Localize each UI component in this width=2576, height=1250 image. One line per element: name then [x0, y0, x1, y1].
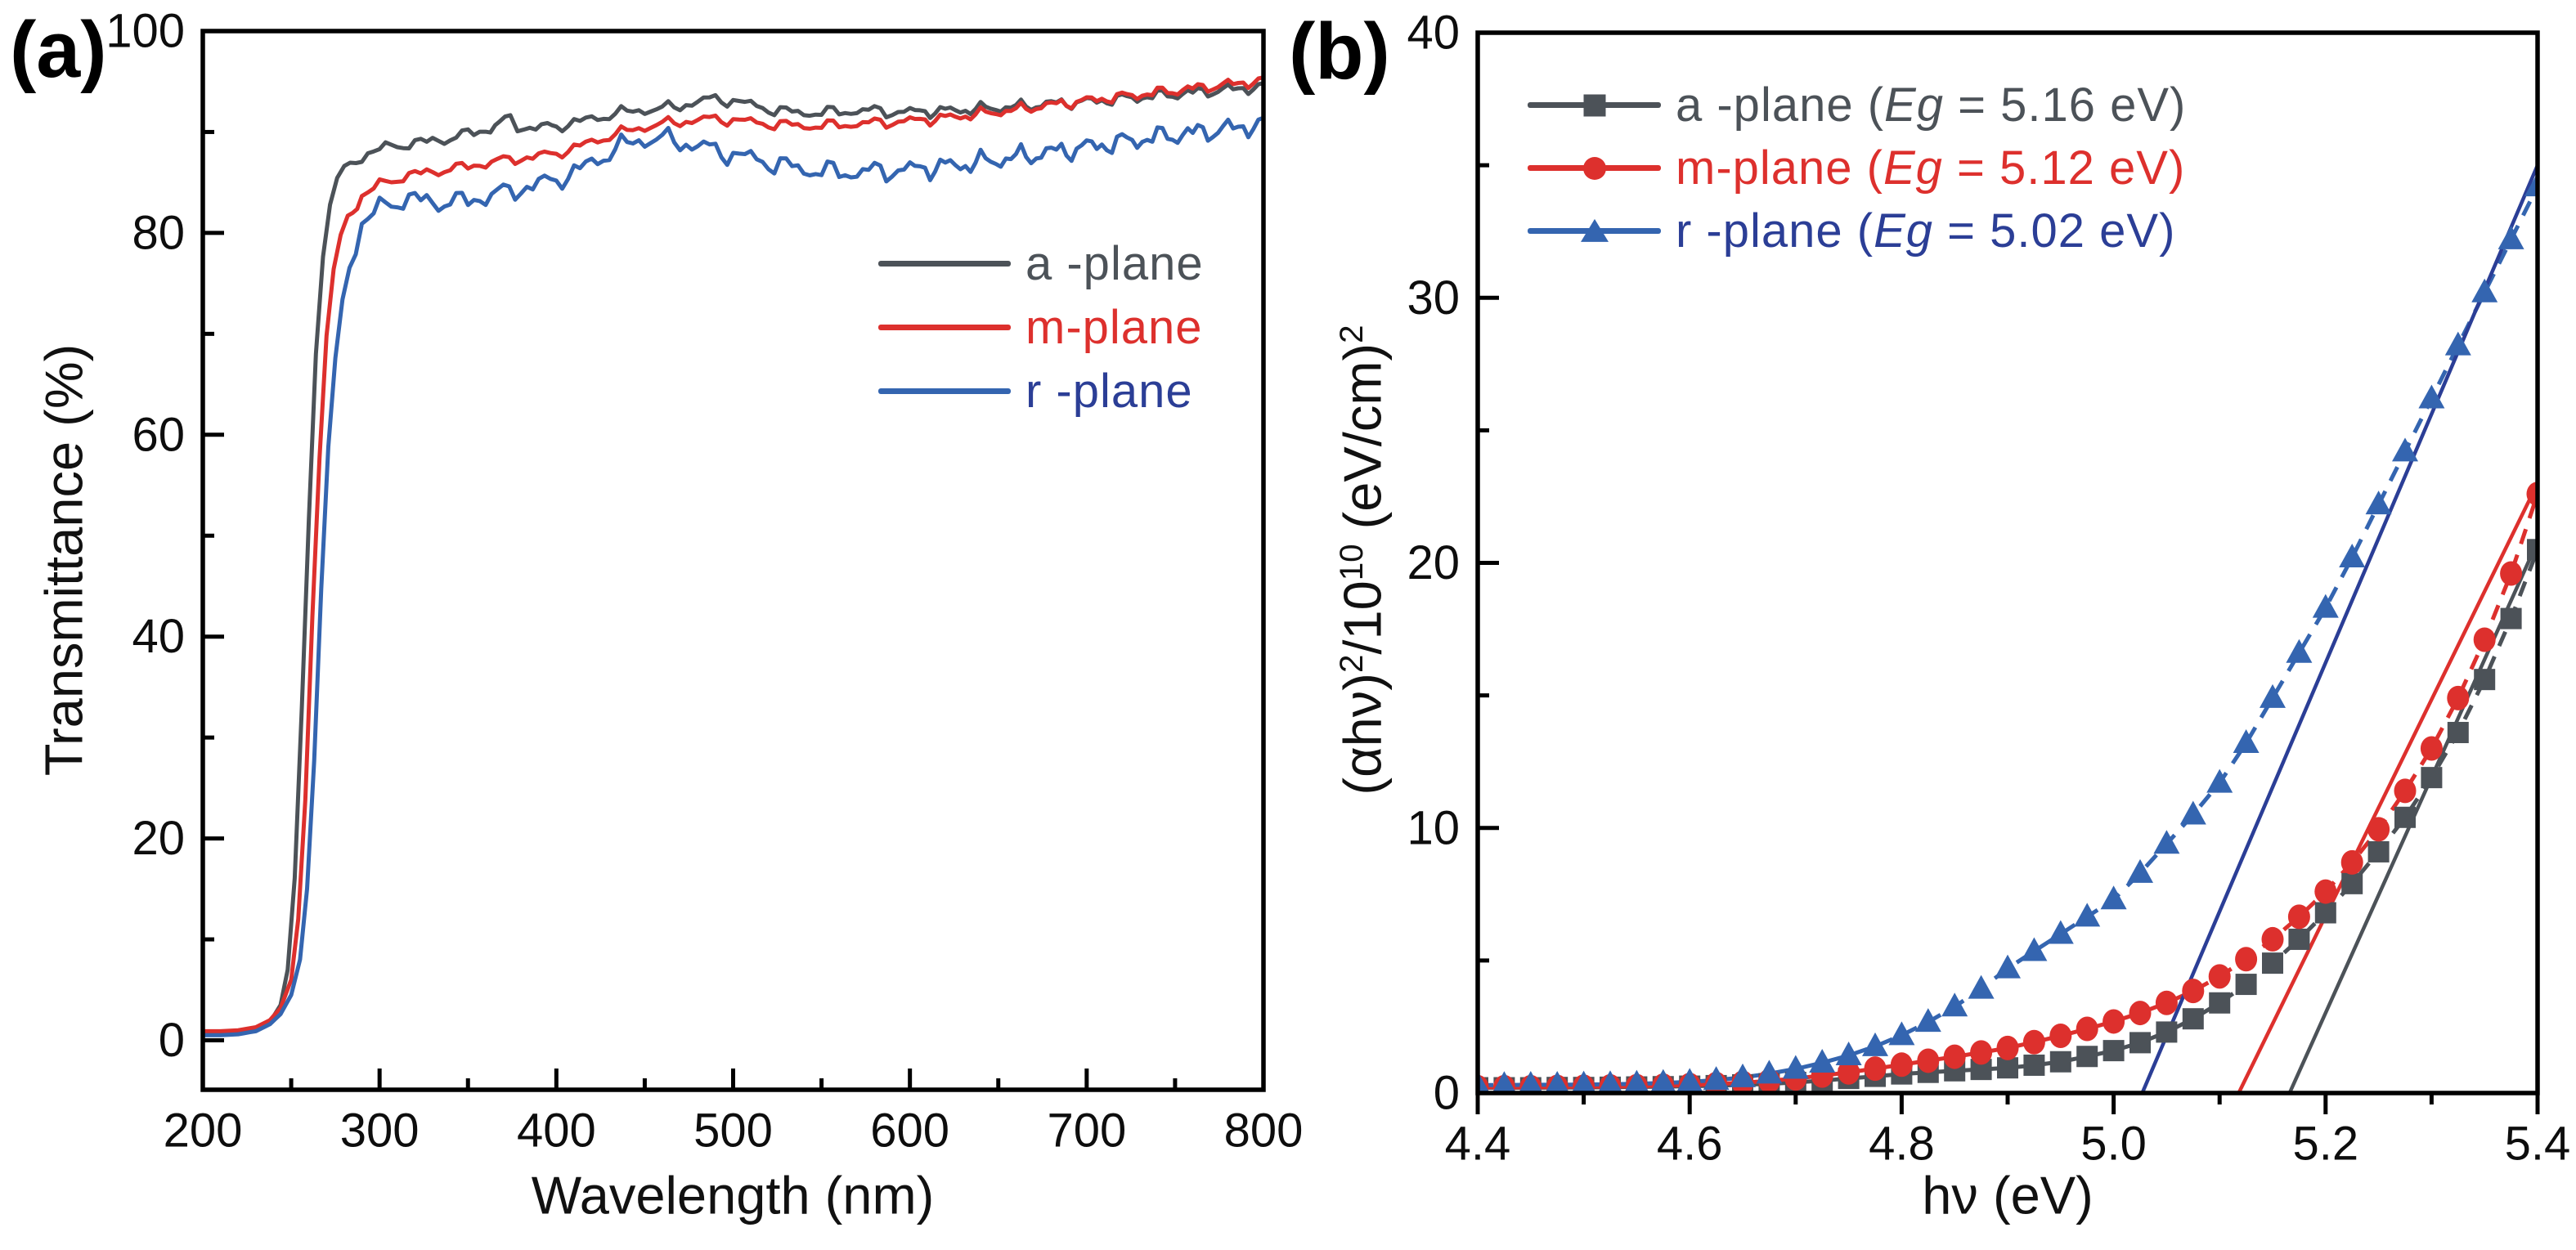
- x-tick-label: 600: [870, 1104, 949, 1158]
- panel-b-y-axis-title: (αhν)2/1010 (eV/cm)2: [1332, 325, 1393, 795]
- y-tick-label: 20: [132, 812, 185, 865]
- x-tick-label: 5.4: [2505, 1118, 2571, 1171]
- y-tick-label: 100: [105, 5, 185, 58]
- legend-line-swatch: [878, 260, 1011, 267]
- legend-line-swatch: [878, 388, 1011, 394]
- y-tick-label: 0: [1434, 1067, 1460, 1120]
- x-tick-label: 800: [1224, 1104, 1304, 1158]
- x-tick-label: 4.8: [1869, 1118, 1935, 1171]
- y-tick-label: 20: [1407, 536, 1460, 589]
- legend-marker-triangle: [1580, 218, 1609, 242]
- legend-item-m-plane: m-plane: [878, 295, 1204, 359]
- legend-line-swatch: [1528, 156, 1661, 180]
- x-tick-label: 5.2: [2292, 1118, 2358, 1171]
- axis-tick-labels: 4.4 4.6 4.8 5.0 5.2 5.4 0 10 20 30 40: [1407, 7, 2570, 1171]
- markers-a-plane: [1477, 539, 2538, 1095]
- axis-frame-a: [200, 29, 1266, 1092]
- tauc-curve-m-plane: [1478, 493, 2538, 1090]
- tauc-curve-r-plane: [1478, 185, 2538, 1087]
- y-tick-label: 30: [1407, 271, 1460, 325]
- x-tick-label: 4.4: [1445, 1118, 1511, 1171]
- plot-area: [1477, 164, 2538, 1095]
- panel-b-plot: 4.4 4.6 4.8 5.0 5.2 5.4 0 10 20 30 40: [1407, 7, 2570, 1171]
- axis-frame-b: [1475, 30, 2540, 1095]
- x-tick-label: 4.6: [1657, 1118, 1723, 1171]
- y-tick-label: 60: [132, 408, 185, 461]
- x-tick-label: 400: [517, 1104, 596, 1158]
- panel-a-letter: (a): [10, 5, 107, 94]
- axis-ticks: [200, 29, 1266, 1090]
- y-tick-label: 0: [159, 1014, 185, 1067]
- legend-marker-square: [1583, 94, 1605, 116]
- plot-area: [202, 75, 1264, 1037]
- panel-a-legend: a -plane m-plane r -plane: [878, 231, 1204, 423]
- curve-m-plane: [202, 75, 1264, 1033]
- curve-r-plane: [202, 115, 1264, 1037]
- legend-line-swatch: [1528, 218, 1661, 242]
- legend-item-label: r -plane (Eg = 5.02 eV): [1676, 204, 2176, 258]
- legend-item-r-plane-eg: r -plane (Eg = 5.02 eV): [1528, 199, 2186, 262]
- legend-item-label: r -plane: [1025, 364, 1193, 418]
- y-tick-label: 40: [1407, 7, 1460, 60]
- y-tick-label: 10: [1407, 801, 1460, 854]
- panel-a-y-axis-title: Transmittance (%): [34, 343, 94, 777]
- legend-item-label: m-plane: [1025, 300, 1203, 354]
- x-tick-label: 700: [1047, 1104, 1126, 1158]
- axis-tick-labels: 200 300 400 500 600 700 800 0 20 40 60 80 100: [105, 5, 1303, 1158]
- legend-item-label: m-plane (Eg = 5.12 eV): [1676, 141, 2186, 195]
- legend-item-label: a -plane (Eg = 5.16 eV): [1676, 78, 2187, 132]
- legend-line-swatch: [1528, 94, 1661, 116]
- x-tick-label: 300: [340, 1104, 420, 1158]
- fit-line-m-plane: [2237, 482, 2538, 1094]
- x-tick-label: 200: [164, 1104, 243, 1158]
- x-tick-label: 5.0: [2080, 1118, 2147, 1171]
- x-tick-label: 500: [693, 1104, 773, 1158]
- panel-b-x-axis-title: hν (eV): [1922, 1165, 2094, 1225]
- panel-b-legend: a -plane (Eg = 5.16 eV) m-plane (Eg = 5.…: [1528, 74, 2186, 262]
- y-tick-label: 40: [132, 610, 185, 663]
- y-tick-label: 80: [132, 206, 185, 259]
- legend-item-m-plane-eg: m-plane (Eg = 5.12 eV): [1528, 137, 2186, 199]
- legend-item-label: a -plane: [1025, 236, 1204, 290]
- legend-line-swatch: [878, 324, 1011, 330]
- panel-a-plot: 200 300 400 500 600 700 800 0 20 40 60 80 100: [105, 5, 1303, 1158]
- legend-item-a-plane-eg: a -plane (Eg = 5.16 eV): [1528, 74, 2186, 137]
- fit-line-r-plane: [2140, 164, 2538, 1094]
- panel-b-letter: (b): [1289, 7, 1390, 96]
- markers-r-plane: [1477, 172, 2538, 1095]
- legend-item-r-plane: r -plane: [878, 359, 1204, 423]
- legend-marker-circle: [1582, 156, 1606, 180]
- panel-a-x-axis-title: Wavelength (nm): [531, 1165, 935, 1225]
- legend-item-a-plane: a -plane: [878, 231, 1204, 295]
